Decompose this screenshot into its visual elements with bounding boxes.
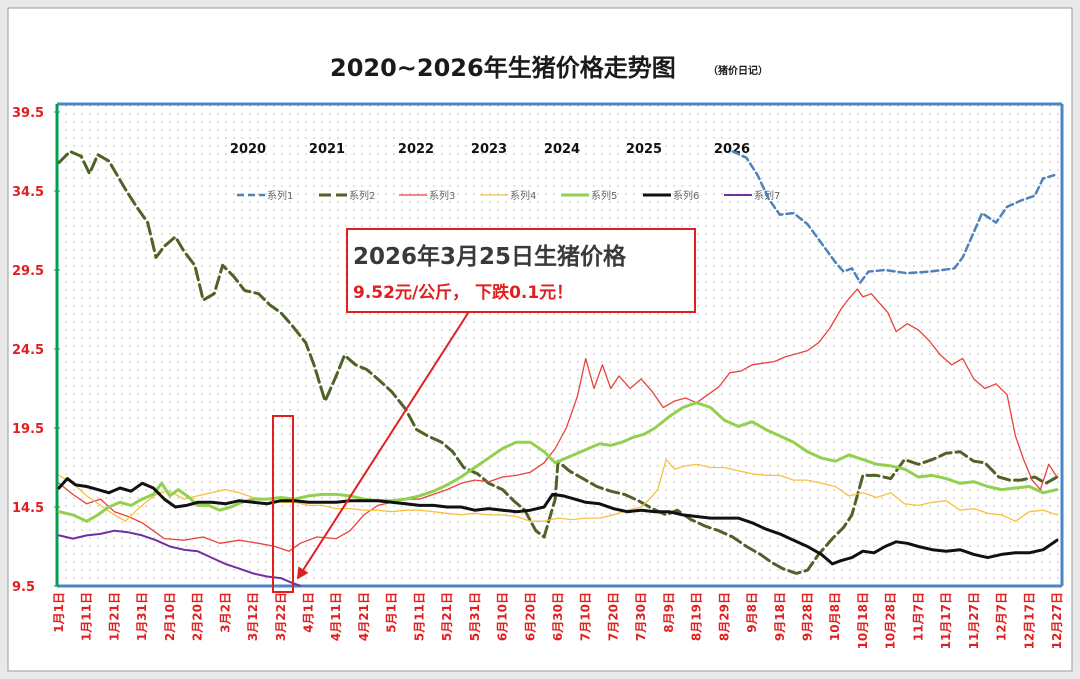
- y-tick-label: 14.5: [12, 501, 44, 516]
- x-tick-label: 8月29日: [717, 592, 731, 641]
- x-tick-label: 11月17日: [939, 592, 953, 649]
- x-tick-label: 4月1日: [302, 592, 316, 633]
- legend-entry: 系列6: [673, 189, 699, 202]
- x-tick-label: 6月20日: [523, 592, 537, 641]
- series-line-5: [57, 401, 1059, 523]
- legend-entry: 系列1: [267, 189, 293, 202]
- series-line-3: [58, 288, 1058, 552]
- series-lines: [57, 150, 1059, 587]
- y-tick-label: 34.5: [12, 185, 44, 200]
- y-tick-label: 24.5: [12, 343, 44, 358]
- x-tick-label: 8月9日: [662, 592, 676, 633]
- year-label: 2025: [626, 142, 662, 157]
- x-tick-label: 12月17日: [1022, 592, 1036, 649]
- year-label: 2021: [309, 142, 345, 157]
- plot-area: [57, 104, 1062, 586]
- highlight-box: [272, 415, 294, 593]
- x-tick-label: 8月19日: [690, 592, 704, 641]
- x-tick-label: 7月10日: [579, 592, 593, 641]
- x-tick-label: 4月21日: [357, 592, 371, 641]
- x-tick-label: 5月21日: [440, 592, 454, 641]
- year-label: 2020: [230, 142, 266, 157]
- x-tick-label: 11月27日: [967, 592, 981, 649]
- x-tick-label: 10月8日: [828, 592, 842, 641]
- x-tick-label: 7月20日: [606, 592, 620, 641]
- callout-detail: 9.52元/公斤， 下跌0.1元！: [353, 283, 573, 303]
- callout-arrow: [296, 309, 471, 580]
- x-tick-label: 5月1日: [385, 592, 399, 633]
- x-tick-label: 1月21日: [107, 592, 121, 641]
- x-tick-label: 3月22日: [274, 592, 288, 641]
- x-tick-label: 10月18日: [856, 592, 870, 649]
- chart-title: 2020~2026年生猪价格走势图: [330, 54, 676, 82]
- x-tick-label: 6月30日: [551, 592, 565, 641]
- x-tick-label: 2月10日: [163, 592, 177, 641]
- x-tick-label: 9月8日: [745, 592, 759, 633]
- x-tick-label: 1月1日: [52, 592, 66, 633]
- year-label: 2024: [544, 142, 580, 157]
- x-tick-label: 4月11日: [329, 592, 343, 641]
- x-tick-label: 7月30日: [634, 592, 648, 641]
- x-tick-label: 12月27日: [1050, 592, 1064, 649]
- x-tick-label: 11月7日: [911, 592, 925, 641]
- callout-title: 2026年3月25日生猪价格: [353, 243, 627, 270]
- x-tick-label: 6月10日: [496, 592, 510, 641]
- chart-subtitle: （猪价日记）: [708, 64, 768, 77]
- x-tick-label: 5月11日: [412, 592, 426, 641]
- x-tick-label: 1月31日: [135, 592, 149, 641]
- x-tick-label: 9月18日: [773, 592, 787, 641]
- y-axis-ticks: 39.5 34.5 29.5 24.5 19.5 14.5 9.5: [12, 106, 60, 595]
- year-label: 2023: [471, 142, 507, 157]
- callout-box: [346, 228, 696, 313]
- x-tick-label: 3月12日: [246, 592, 260, 641]
- series-line-4: [58, 458, 1058, 522]
- x-tick-label: 1月11日: [80, 592, 94, 641]
- x-tick-label: 3月2日: [218, 592, 232, 633]
- legend-entry: 系列3: [429, 189, 455, 202]
- year-labels: 2020 2021 2022 2023 2024 2025 2026: [230, 142, 750, 157]
- y-tick-label: 29.5: [12, 264, 44, 279]
- y-tick-label: 9.5: [12, 580, 35, 595]
- x-axis-ticks: 1月1日 1月11日 1月21日 1月31日 2月10日 2月20日 3月2日 3月12日 3月…: [52, 592, 1064, 649]
- series-line-1: [731, 150, 1056, 284]
- legend-entry: 系列4: [510, 189, 536, 202]
- y-tick-label: 19.5: [12, 422, 44, 437]
- y-tick-label: 39.5: [12, 106, 44, 121]
- legend-entry: 系列2: [349, 189, 375, 202]
- series-line-6: [57, 477, 1059, 566]
- x-tick-label: 9月28日: [801, 592, 815, 641]
- x-tick-label: 2月20日: [191, 592, 205, 641]
- legend: 系列1 系列2 系列3 系列4 系列5 系列6 系列7: [237, 189, 780, 202]
- series-line-7: [58, 529, 302, 587]
- year-label: 2022: [398, 142, 434, 157]
- year-label: 2026: [714, 142, 750, 157]
- x-tick-label: 12月7日: [995, 592, 1009, 641]
- x-tick-label: 5月31日: [468, 592, 482, 641]
- legend-entry: 系列5: [591, 189, 617, 202]
- x-tick-label: 10月28日: [884, 592, 898, 649]
